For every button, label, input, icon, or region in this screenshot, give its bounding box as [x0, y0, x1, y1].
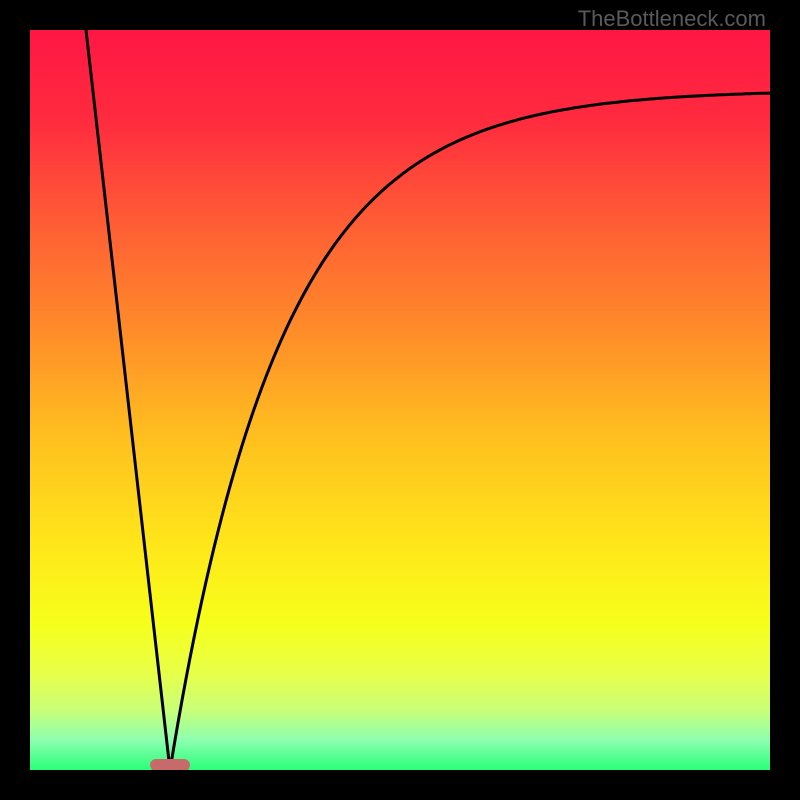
- valley-marker: [150, 759, 190, 770]
- watermark-text: TheBottleneck.com: [578, 6, 766, 32]
- asymptote-curve: [170, 93, 770, 770]
- curve-overlay: [30, 30, 770, 770]
- valley-line: [86, 30, 170, 770]
